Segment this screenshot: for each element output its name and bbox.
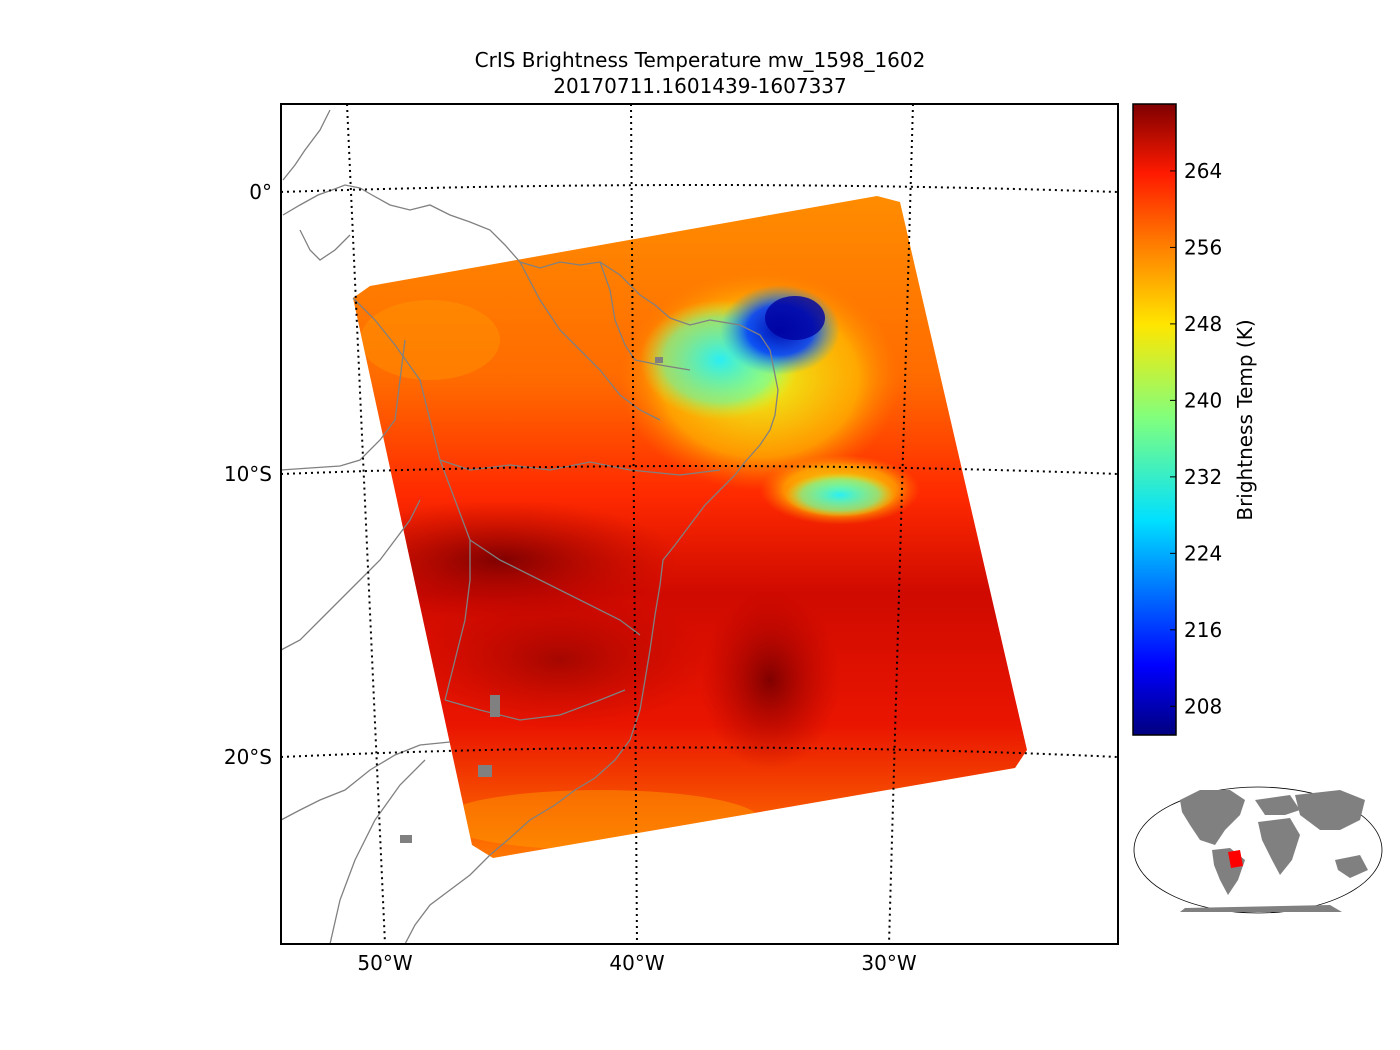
lakes (400, 357, 663, 843)
lat-tick-0: 0° (249, 180, 272, 204)
figure-title: CrIS Brightness Temperature mw_1598_1602 (474, 48, 926, 72)
colorbar-tick-label: 224 (1184, 541, 1222, 565)
figure-subtitle: 20170711.1601439-1607337 (553, 74, 847, 98)
colorbar-tick-label: 256 (1184, 235, 1222, 259)
colorbar-tick-label: 208 (1184, 694, 1222, 718)
lat-tick-20s: 20°S (224, 745, 272, 769)
brightness-swath (353, 196, 1027, 858)
map-frame (280, 103, 1119, 945)
colorbar-tick-label: 232 (1184, 465, 1222, 489)
lon-tick-50w: 50°W (357, 951, 412, 975)
graticule (281, 104, 1118, 944)
inset-swath-highlight (1228, 850, 1243, 868)
colorbar-ticks: 208 216 224 232 240 248 256 264 (1170, 159, 1222, 718)
colorbar-tick-label: 240 (1184, 388, 1222, 412)
colorbar: 208 216 224 232 240 248 256 264 Brightness Temp… (1132, 103, 1257, 736)
colorbar-tick-label: 248 (1184, 312, 1222, 336)
inset-globe (1133, 786, 1383, 914)
lon-tick-30w: 30°W (861, 951, 916, 975)
colorbar-tick-label: 264 (1184, 159, 1222, 183)
colorbar-label: Brightness Temp (K) (1233, 319, 1257, 520)
colorbar-gradient (1132, 103, 1177, 736)
lat-tick-10s: 10°S (224, 462, 272, 486)
lon-tick-40w: 40°W (609, 951, 664, 975)
colorbar-tick-label: 216 (1184, 618, 1222, 642)
coastlines (281, 109, 779, 944)
